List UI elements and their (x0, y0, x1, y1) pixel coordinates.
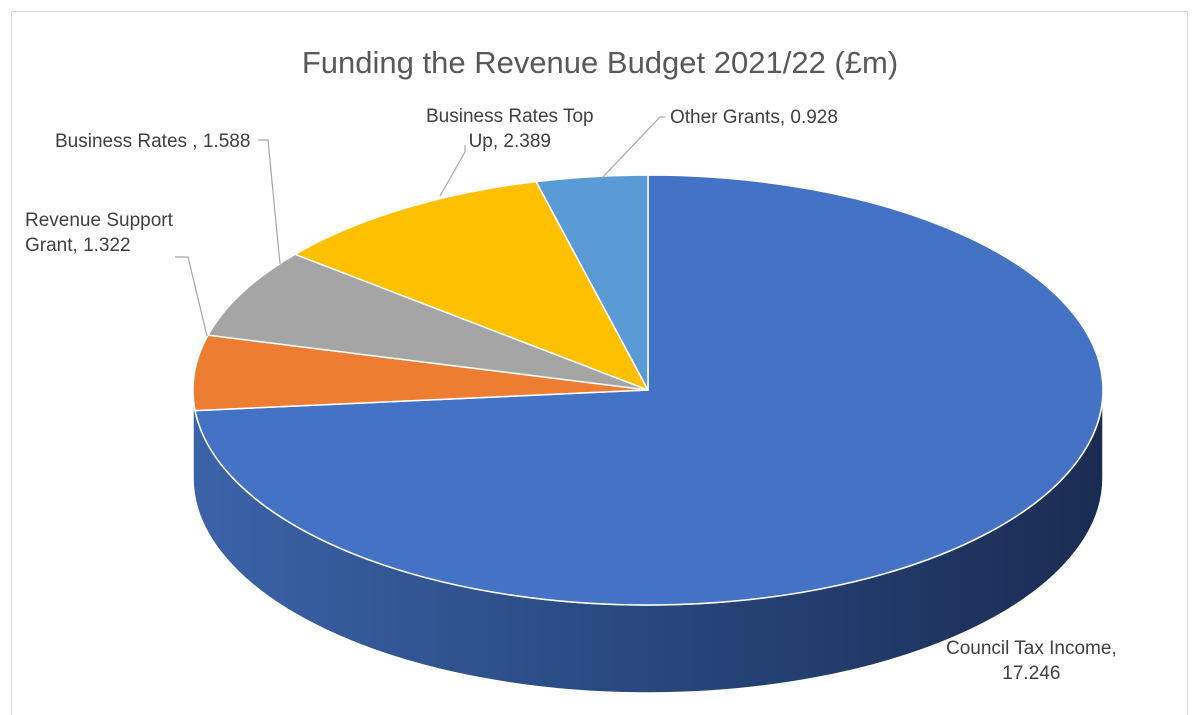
pie-slice-council-tax-income (194, 174, 1104, 606)
leader-line-other-grants (601, 116, 665, 179)
leader-line-business-rates-top-up (439, 145, 466, 197)
pie-slice-other-grants (535, 174, 649, 391)
leader-line-revenue-support-grant (175, 256, 208, 337)
data-label-revenue-support-grant: Revenue Support Grant, 1.322 (25, 210, 173, 256)
chart-title: Funding the Revenue Budget 2021/22 (£m) (301, 45, 899, 80)
data-label-other-grants: Other Grants, 0.928 (670, 107, 838, 128)
pie-slice-business-rates-top-up (294, 180, 649, 391)
data-label-business-rates-top-up: Business Rates Top Up, 2.389 (426, 106, 594, 152)
data-label-business-rates: Business Rates , 1.588 (55, 131, 251, 152)
pie-slice-revenue-support-grant (192, 334, 649, 412)
data-label-council-tax-income: Council Tax Income, 17.246 (946, 638, 1117, 684)
pie-slice-business-rates (207, 253, 649, 391)
leader-line-business-rates (258, 139, 281, 265)
